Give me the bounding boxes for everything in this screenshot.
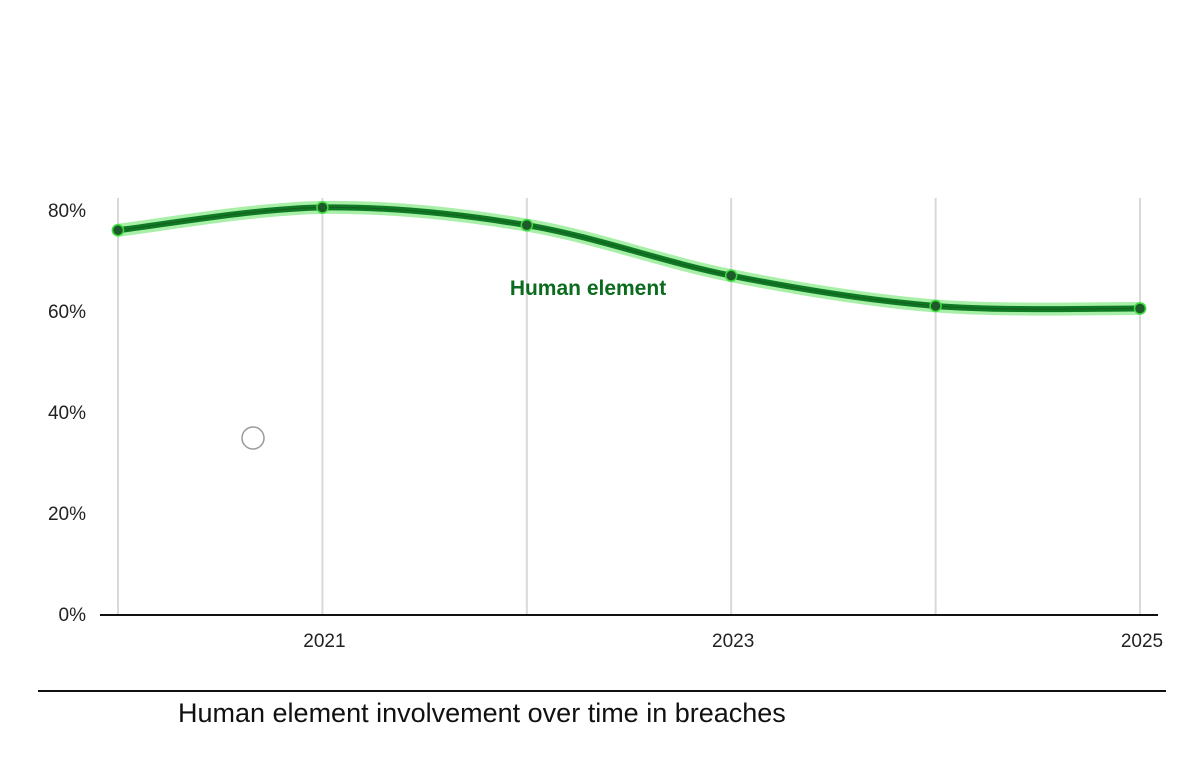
y-tick-label: 80% [48, 201, 86, 222]
x-tick-label: 2021 [303, 631, 345, 652]
line-chart: Human element 80% 60% 40% 20% 0% 2021 2023 2025 [48, 198, 1163, 652]
y-tick-label: 20% [48, 504, 86, 525]
y-tick-label: 60% [48, 302, 86, 323]
data-point [316, 201, 329, 214]
caption-rule [38, 690, 1166, 692]
x-tick-label: 2025 [1121, 631, 1163, 652]
y-tick-label: 40% [48, 403, 86, 424]
series-line-core [117, 206, 1141, 310]
data-point [724, 269, 738, 282]
data-point [929, 299, 942, 313]
data-point [111, 223, 125, 237]
data-point [1133, 302, 1147, 315]
y-tick-label: 0% [59, 605, 87, 626]
tick-labels: 80% 60% 40% 20% 0% 2021 2023 2025 [48, 201, 1163, 652]
gridlines [117, 198, 1141, 614]
cursor-ring-icon [241, 426, 265, 450]
series-label: Human element [510, 277, 666, 300]
x-tick-label: 2023 [712, 631, 754, 652]
chart-caption: Human element involvement over time in b… [178, 698, 786, 728]
data-point [520, 218, 534, 232]
series-layer: Human element [111, 200, 1147, 316]
